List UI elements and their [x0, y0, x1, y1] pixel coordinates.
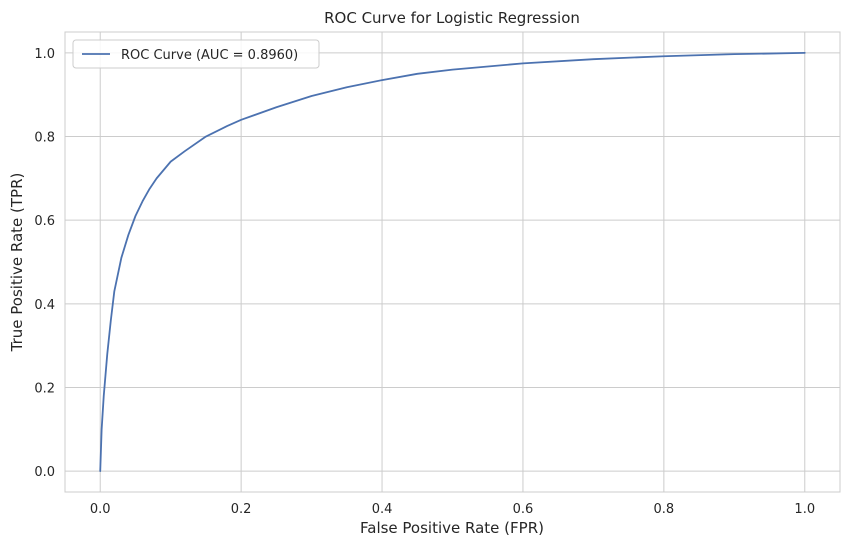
x-tick-label: 0.6 — [513, 502, 534, 517]
y-tick-label: 1.0 — [34, 47, 55, 62]
legend-label: ROC Curve (AUC = 0.8960) — [121, 48, 298, 63]
y-tick-label: 0.0 — [34, 465, 55, 480]
plot-area — [64, 31, 841, 493]
roc-curve-line — [99, 52, 806, 472]
y-tick-label: 0.6 — [34, 214, 55, 229]
y-tick-label: 0.8 — [34, 131, 55, 146]
y-tick-label: 0.4 — [34, 298, 55, 313]
series-layer — [99, 52, 806, 472]
x-tick-label: 1.0 — [794, 502, 815, 517]
y-axis-label: True Positive Rate (TPR) — [8, 173, 26, 353]
x-axis-label: False Positive Rate (FPR) — [360, 519, 544, 537]
y-tick-label: 0.2 — [34, 381, 55, 396]
chart-title: ROC Curve for Logistic Regression — [324, 9, 580, 27]
legend: ROC Curve (AUC = 0.8960) — [72, 39, 320, 69]
x-tick-label: 0.4 — [372, 502, 393, 517]
x-tick-label: 0.8 — [654, 502, 675, 517]
y-ticks: 0.0 0.2 0.4 0.6 0.8 1.0 — [34, 47, 55, 480]
x-ticks: 0.0 0.2 0.4 0.6 0.8 1.0 — [90, 502, 815, 517]
x-tick-label: 0.0 — [90, 502, 111, 517]
legend-box — [72, 39, 320, 69]
x-tick-label: 0.2 — [231, 502, 252, 517]
